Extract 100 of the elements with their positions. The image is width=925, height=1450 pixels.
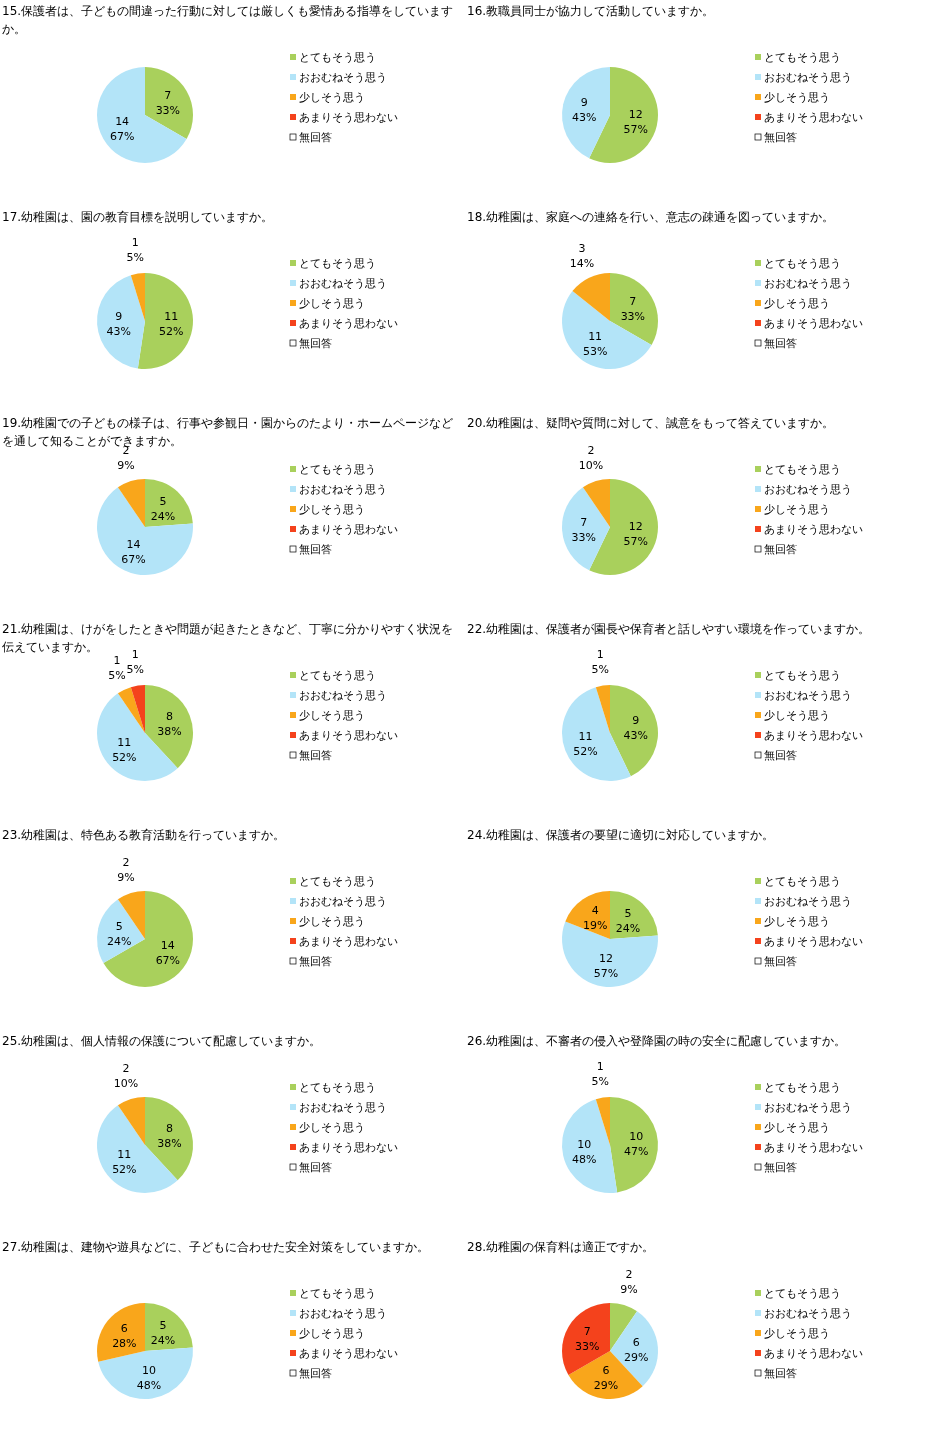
data-label: 7 33% [574,1324,600,1353]
legend-label: おおむねそう思う [764,277,852,290]
chart-title: 20.幼稚園は、疑問や質問に対して、誠意をもって答えていますか。 [467,415,836,432]
data-label: 9 43% [623,714,648,743]
data-label: 11 52% [112,1148,137,1177]
legend-label: おおむねそう思う [299,71,387,84]
legend-label: おおむねそう思う [764,1101,852,1114]
legend-label: 無回答 [764,131,797,144]
legend-label: おおむねそう思う [299,1101,387,1114]
legend-label: 無回答 [299,543,332,556]
legend-label: 少しそう思う [764,503,830,516]
legend-label: おおむねそう思う [299,277,387,290]
chart-title: 23.幼稚園は、特色ある教育活動を行っていますか。 [2,827,287,844]
legend-label: とてもそう思う [299,257,376,270]
legend-label: あまりそう思わない [764,523,863,536]
data-label: 1 5% [126,235,145,264]
data-label: 1 5% [126,647,145,676]
data-label: 2 10% [578,444,604,473]
legend-label: 無回答 [299,337,332,350]
legend-label: あまりそう思わない [299,523,398,536]
data-label: 6 29% [593,1364,619,1393]
legend-label: 少しそう思う [299,503,365,516]
legend-label: とてもそう思う [299,1081,376,1094]
legend-label: 無回答 [764,543,797,556]
data-label: 11 53% [582,329,608,358]
chart-title: 25.幼稚園は、個人情報の保護について配慮していますか。 [2,1033,323,1050]
legend-label: とてもそう思う [764,1287,841,1300]
legend-label: 少しそう思う [299,1327,365,1340]
data-label: 11 52% [159,309,184,338]
data-label: 8 38% [157,710,182,739]
data-label: 5 24% [107,920,132,949]
data-label: 2 10% [113,1062,139,1091]
data-label: 1 5% [591,647,610,676]
legend-label: とてもそう思う [299,463,376,476]
legend-label: 無回答 [764,955,797,968]
legend-label: あまりそう思わない [764,111,863,124]
data-label: 10 47% [624,1130,649,1159]
legend-label: 少しそう思う [764,1121,830,1134]
data-label: 12 57% [623,519,648,548]
data-label: 1 5% [591,1059,610,1088]
chart-title: 22.幼稚園は、保護者が園長や保育者と話しやすい環境を作っていますか。 [467,621,872,638]
legend-label: 少しそう思う [299,915,365,928]
legend-label: あまりそう思わない [299,935,398,948]
legend-label: おおむねそう思う [764,71,852,84]
legend-label: おおむねそう思う [299,483,387,496]
data-label: 4 19% [582,904,608,933]
data-label: 9 43% [106,309,131,338]
data-label: 9 43% [572,96,597,125]
legend-label: とてもそう思う [764,51,841,64]
data-label: 5 24% [615,906,641,935]
legend-label: 少しそう思う [299,91,365,104]
legend-label: あまりそう思わない [764,317,863,330]
legend-label: 無回答 [764,1161,797,1174]
legend-label: あまりそう思わない [299,317,398,330]
legend-label: 無回答 [299,749,332,762]
legend-label: 少しそう思う [299,709,365,722]
chart-title: 18.幼稚園は、家庭への連絡を行い、意志の疎通を図っていますか。 [467,209,836,226]
chart-title: 15.保護者は、子どもの間違った行動に対しては厳しくも愛情ある指導をしていますか。 [2,3,455,38]
legend-label: あまりそう思わない [299,729,398,742]
legend-label: とてもそう思う [299,1287,376,1300]
legend-label: あまりそう思わない [299,1347,398,1360]
chart-title: 24.幼稚園は、保護者の要望に適切に対応していますか。 [467,827,776,844]
data-label: 12 57% [593,952,619,981]
legend-label: とてもそう思う [764,1081,841,1094]
data-label: 14 67% [109,115,135,144]
data-label: 10 48% [572,1137,597,1166]
legend-label: 少しそう思う [764,297,830,310]
legend-label: 少しそう思う [299,1121,365,1134]
data-label: 5 24% [150,494,176,523]
data-label: 12 57% [623,107,648,136]
legend-label: 無回答 [764,337,797,350]
legend-label: あまりそう思わない [764,729,863,742]
legend-label: あまりそう思わない [299,111,398,124]
legend-label: 少しそう思う [764,1327,830,1340]
legend-label: 無回答 [299,131,332,144]
legend-label: あまりそう思わない [764,1141,863,1154]
data-label: 14 67% [121,537,146,566]
chart-title: 26.幼稚園は、不審者の侵入や登降園の時の安全に配慮していますか。 [467,1033,848,1050]
legend-label: あまりそう思わない [299,1141,398,1154]
legend-label: あまりそう思わない [764,1347,863,1360]
legend-label: 無回答 [299,955,332,968]
data-label: 5 24% [150,1318,176,1347]
data-label: 2 9% [620,1268,638,1297]
legend-label: おおむねそう思う [764,483,852,496]
data-label: 8 38% [157,1122,182,1151]
legend-label: 無回答 [764,749,797,762]
legend-label: とてもそう思う [764,257,841,270]
data-label: 7 33% [620,294,646,323]
chart-title: 28.幼稚園の保育料は適正ですか。 [467,1239,656,1256]
legend-label: 少しそう思う [764,709,830,722]
legend-label: おおむねそう思う [299,1307,387,1320]
legend-label: 無回答 [299,1161,332,1174]
legend-label: おおむねそう思う [764,689,852,702]
data-label: 1 5% [108,653,126,682]
data-label: 11 52% [573,729,598,758]
legend-label: 少しそう思う [764,915,830,928]
data-label: 10 48% [136,1364,162,1393]
legend-label: とてもそう思う [764,463,841,476]
data-label: 7 33% [571,515,596,544]
data-label: 6 29% [624,1336,649,1365]
